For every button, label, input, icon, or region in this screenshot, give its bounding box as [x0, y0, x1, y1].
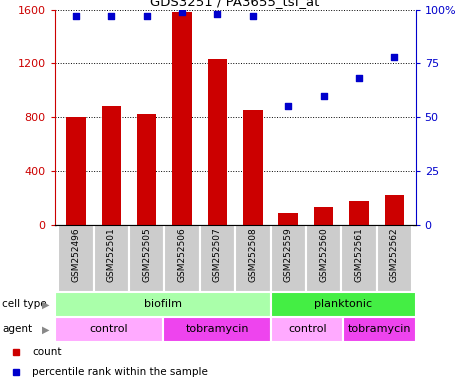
Point [285, 103, 292, 109]
Text: planktonic: planktonic [314, 299, 372, 310]
Bar [278, 213, 298, 225]
Bar [129, 225, 164, 292]
Bar [102, 106, 121, 225]
Bar [172, 12, 192, 225]
Text: GSM252507: GSM252507 [213, 227, 222, 282]
Text: GSM252496: GSM252496 [71, 227, 80, 282]
Bar [342, 225, 377, 292]
Point [72, 13, 80, 19]
Text: ▶: ▶ [42, 299, 50, 310]
Bar [55, 292, 271, 317]
Text: cell type: cell type [2, 299, 47, 310]
Text: GSM252561: GSM252561 [354, 227, 363, 282]
Bar [200, 225, 235, 292]
Point [107, 13, 115, 19]
Point [390, 54, 398, 60]
Title: GDS3251 / PA3655_tsf_at: GDS3251 / PA3655_tsf_at [151, 0, 320, 8]
Point [214, 11, 221, 17]
Text: GSM252506: GSM252506 [178, 227, 187, 282]
Bar [235, 225, 271, 292]
Text: biofilm: biofilm [144, 299, 182, 310]
Bar [385, 195, 404, 225]
Text: control: control [89, 324, 128, 334]
Text: GSM252501: GSM252501 [107, 227, 116, 282]
Text: GSM252505: GSM252505 [142, 227, 151, 282]
Bar [243, 111, 263, 225]
Bar [349, 201, 369, 225]
Point [178, 9, 186, 15]
Bar [164, 225, 200, 292]
Text: tobramycin: tobramycin [348, 324, 411, 334]
Bar [58, 225, 94, 292]
Text: tobramycin: tobramycin [185, 324, 249, 334]
Point [249, 13, 256, 19]
Bar [208, 60, 227, 225]
Bar [163, 317, 271, 342]
Point [355, 75, 363, 81]
Bar [271, 292, 416, 317]
Bar [271, 317, 343, 342]
Text: count: count [32, 347, 62, 357]
Bar [66, 117, 86, 225]
Bar [137, 114, 156, 225]
Text: percentile rank within the sample: percentile rank within the sample [32, 367, 208, 377]
Text: agent: agent [2, 324, 32, 334]
Point [320, 93, 327, 99]
Bar [55, 317, 163, 342]
Bar [343, 317, 416, 342]
Point [143, 13, 151, 19]
Text: GSM252559: GSM252559 [284, 227, 293, 282]
Bar [314, 207, 333, 225]
Text: control: control [288, 324, 327, 334]
Text: GSM252562: GSM252562 [390, 227, 399, 282]
Text: GSM252560: GSM252560 [319, 227, 328, 282]
Bar [377, 225, 412, 292]
Bar [271, 225, 306, 292]
Bar [94, 225, 129, 292]
Text: GSM252508: GSM252508 [248, 227, 257, 282]
Bar [306, 225, 342, 292]
Text: ▶: ▶ [42, 324, 50, 334]
